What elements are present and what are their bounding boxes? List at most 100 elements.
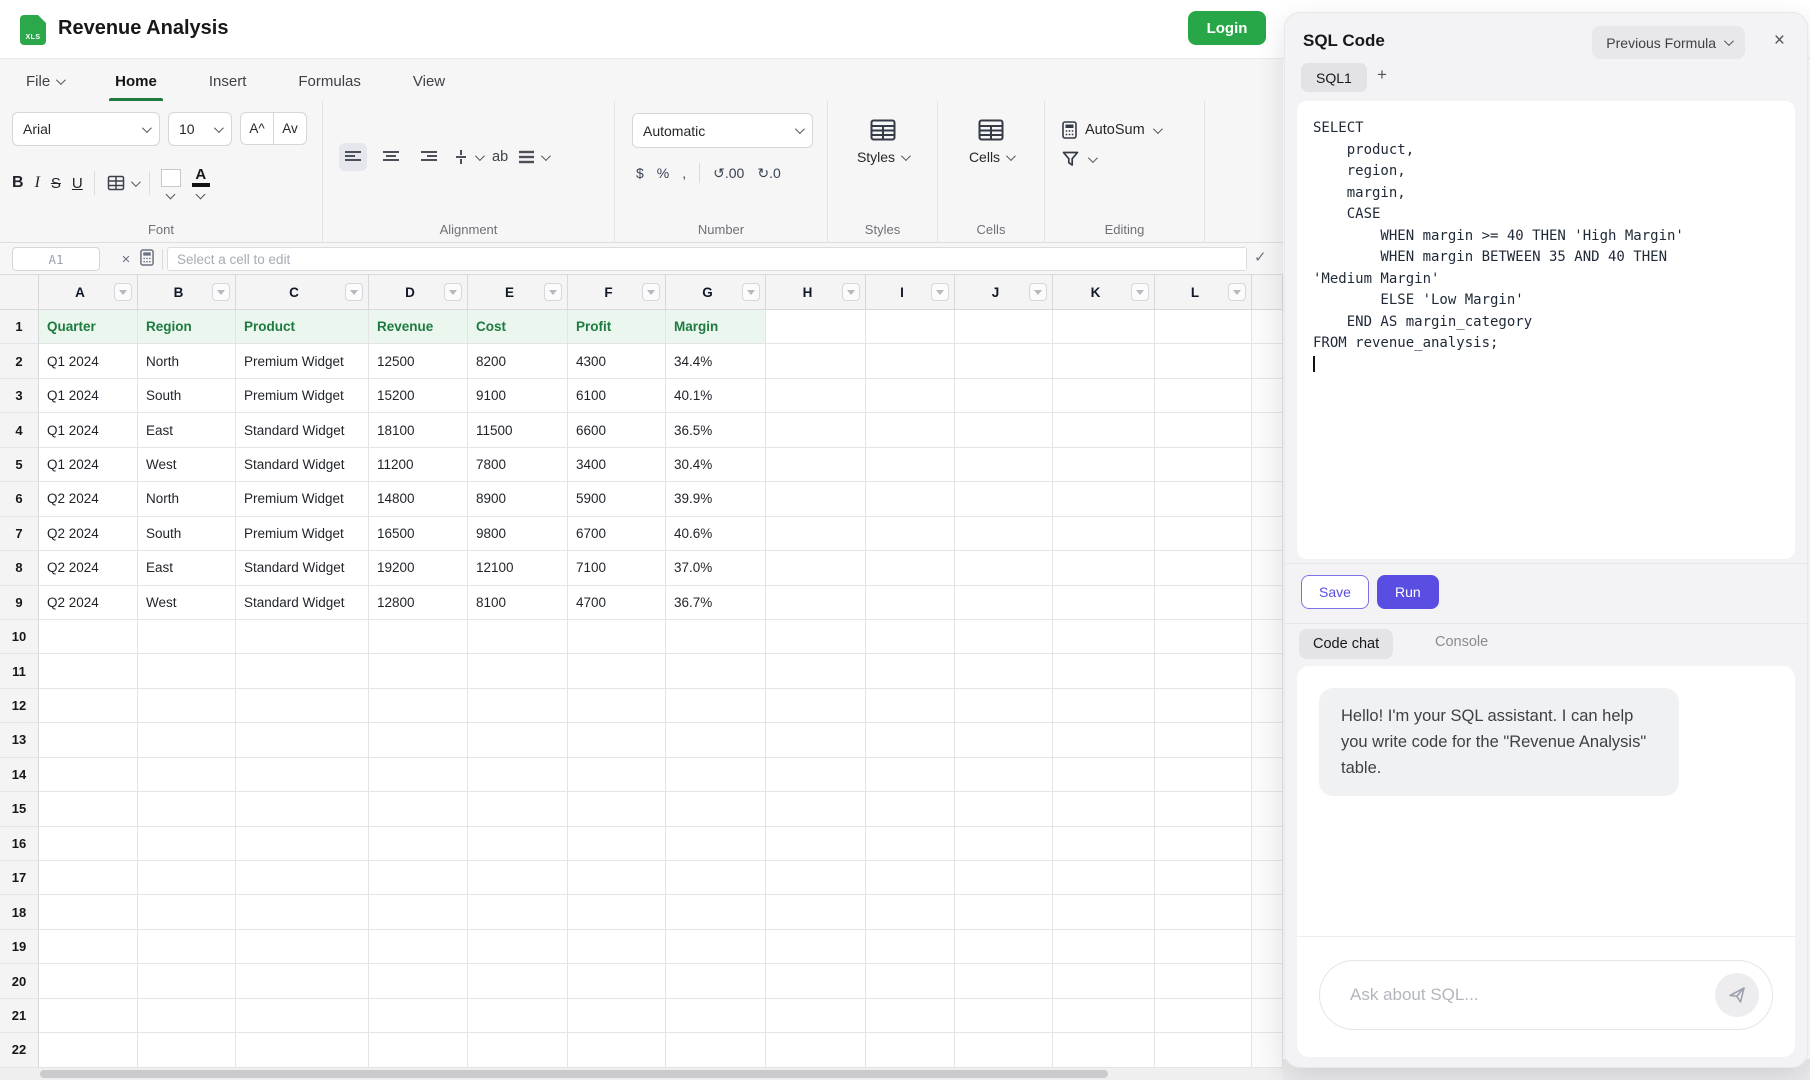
cell[interactable] <box>1155 310 1252 345</box>
align-left-button[interactable] <box>339 143 367 171</box>
cell[interactable] <box>866 310 955 345</box>
cell[interactable]: 36.5% <box>666 413 766 448</box>
cell[interactable] <box>766 1033 866 1068</box>
cell[interactable] <box>568 964 666 999</box>
wrap-text-button[interactable]: ab <box>492 149 509 165</box>
cell[interactable] <box>666 895 766 930</box>
cell[interactable] <box>138 895 236 930</box>
cell[interactable] <box>468 929 568 965</box>
cell[interactable]: 6700 <box>568 516 666 552</box>
column-filter-button[interactable] <box>931 283 949 301</box>
cell[interactable] <box>1155 482 1252 517</box>
vertical-align-button[interactable] <box>453 149 485 165</box>
underline-button[interactable]: U <box>71 174 83 192</box>
cell[interactable] <box>766 964 866 999</box>
cell[interactable]: North <box>138 482 236 517</box>
row-number[interactable]: 15 <box>0 792 39 827</box>
cell[interactable] <box>39 688 138 724</box>
cell[interactable] <box>39 654 138 689</box>
cell[interactable] <box>1155 723 1252 758</box>
styles-button[interactable]: Styles <box>828 119 937 165</box>
cell[interactable] <box>955 654 1053 689</box>
cell[interactable]: West <box>138 447 236 483</box>
cell[interactable] <box>1053 310 1155 345</box>
cell[interactable]: 30.4% <box>666 447 766 483</box>
cell[interactable] <box>468 688 568 724</box>
cell[interactable]: Standard Widget <box>236 447 369 483</box>
cell[interactable] <box>369 654 468 689</box>
cell[interactable] <box>468 895 568 930</box>
cell[interactable] <box>236 964 369 999</box>
cell[interactable]: 14800 <box>369 482 468 517</box>
cell[interactable] <box>866 344 955 379</box>
cell[interactable] <box>138 998 236 1034</box>
sql-code-text[interactable]: SELECT product, region, margin, CASE WHE… <box>1313 118 1779 376</box>
cell[interactable] <box>1155 895 1252 930</box>
cell[interactable] <box>766 723 866 758</box>
cell[interactable] <box>138 619 236 655</box>
cell[interactable] <box>369 757 468 793</box>
cell[interactable] <box>666 1033 766 1068</box>
cell[interactable]: 3400 <box>568 447 666 483</box>
cell[interactable] <box>39 792 138 827</box>
cell[interactable]: Premium Widget <box>236 378 369 414</box>
cell[interactable] <box>1155 551 1252 586</box>
cell[interactable]: Standard Widget <box>236 585 369 620</box>
cell[interactable] <box>1155 1033 1252 1068</box>
cell[interactable] <box>866 585 955 620</box>
cell[interactable] <box>666 757 766 793</box>
cell[interactable] <box>39 723 138 758</box>
row-number[interactable]: 16 <box>0 826 39 861</box>
cell[interactable] <box>1155 998 1252 1034</box>
strikethrough-button[interactable]: S <box>50 174 61 192</box>
cell[interactable] <box>468 619 568 655</box>
column-header-C[interactable]: C <box>236 275 369 309</box>
cell[interactable]: Premium Widget <box>236 344 369 379</box>
cell[interactable] <box>866 1033 955 1068</box>
cell[interactable] <box>568 1033 666 1068</box>
cell[interactable]: 8900 <box>468 482 568 517</box>
decrease-decimal-button[interactable]: ↻.0 <box>757 164 781 181</box>
cell[interactable] <box>39 929 138 965</box>
cell[interactable] <box>1053 619 1155 655</box>
percent-format-button[interactable]: % <box>656 165 670 181</box>
row-number[interactable]: 7 <box>0 516 39 552</box>
cell[interactable]: Revenue <box>369 310 468 345</box>
cell[interactable] <box>1053 378 1155 414</box>
row-number[interactable]: 1 <box>0 310 39 345</box>
cell[interactable] <box>955 964 1053 999</box>
cell[interactable] <box>1155 619 1252 655</box>
cell[interactable]: South <box>138 516 236 552</box>
text-color-button[interactable]: A <box>191 167 210 200</box>
cell[interactable] <box>369 929 468 965</box>
cell[interactable] <box>468 964 568 999</box>
cell[interactable] <box>866 723 955 758</box>
autosum-button[interactable]: AutoSum <box>1062 121 1163 139</box>
column-header-K[interactable]: K <box>1053 275 1155 309</box>
cell[interactable]: Q1 2024 <box>39 344 138 379</box>
cell[interactable]: East <box>138 413 236 448</box>
cell[interactable] <box>468 723 568 758</box>
cell[interactable]: 16500 <box>369 516 468 552</box>
cell[interactable] <box>369 792 468 827</box>
clear-formula-button[interactable]: × <box>121 250 131 268</box>
cell[interactable]: 9800 <box>468 516 568 552</box>
cell[interactable] <box>369 861 468 896</box>
cell[interactable] <box>766 895 866 930</box>
cell[interactable]: Quarter <box>39 310 138 345</box>
cell[interactable] <box>369 964 468 999</box>
cell[interactable] <box>1155 757 1252 793</box>
cell[interactable]: East <box>138 551 236 586</box>
cell[interactable] <box>766 378 866 414</box>
cell[interactable] <box>866 861 955 896</box>
cell[interactable]: 40.6% <box>666 516 766 552</box>
cell[interactable] <box>666 964 766 999</box>
cell[interactable] <box>236 861 369 896</box>
cell-reference-box[interactable]: A1 <box>12 247 100 271</box>
tab-home[interactable]: Home <box>109 59 163 101</box>
cell[interactable] <box>1155 516 1252 552</box>
cell[interactable] <box>866 447 955 483</box>
cell[interactable]: 9100 <box>468 378 568 414</box>
currency-format-button[interactable]: $ <box>636 165 644 181</box>
cell[interactable] <box>766 792 866 827</box>
